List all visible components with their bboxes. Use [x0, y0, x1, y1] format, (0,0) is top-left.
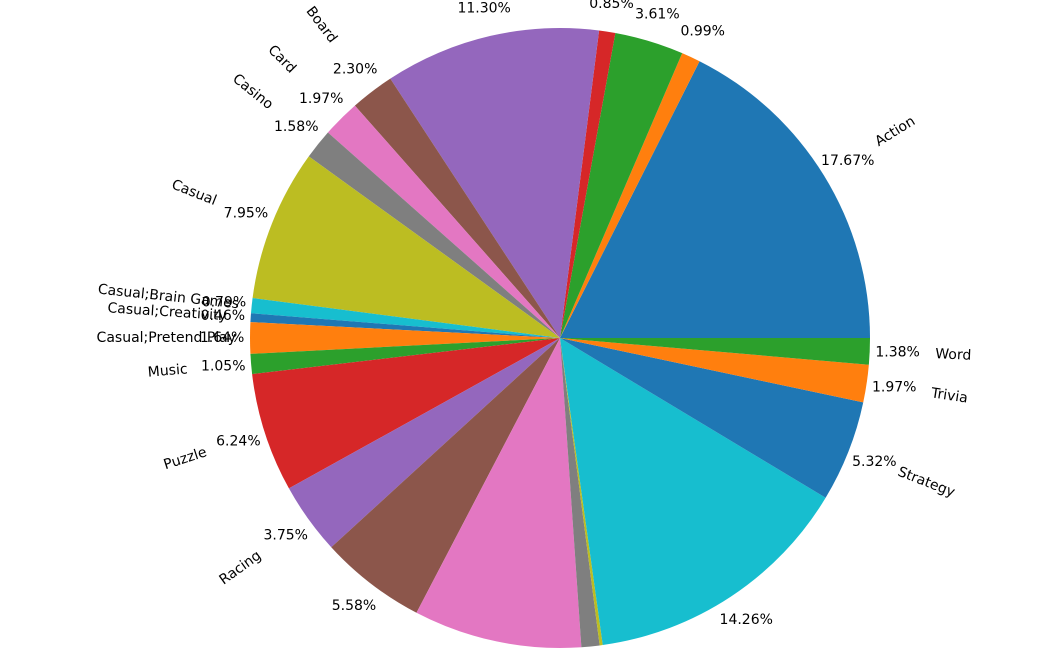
- pie-slice: [288, 338, 560, 548]
- pie-category-label: Word: [935, 346, 972, 364]
- pie-slice: [560, 338, 603, 646]
- pie-category-label: Music: [147, 361, 188, 380]
- pie-category-label: Casual;Pretend Play: [97, 330, 236, 346]
- pie-percent-label: 5.58%: [332, 598, 376, 614]
- pie-category-label: Card: [265, 42, 299, 76]
- pie-percent-label: 5.32%: [852, 454, 896, 470]
- pie-slice: [416, 338, 582, 648]
- pie-slice: [560, 338, 864, 498]
- pie-percent-label: 0.99%: [680, 24, 724, 40]
- pie-slice: [560, 338, 826, 646]
- pie-slice: [390, 28, 600, 339]
- pie-slice: [331, 338, 560, 613]
- pie-slice: [327, 105, 560, 338]
- pie-percent-label: 0.46%: [201, 308, 245, 324]
- pie-category-label: Casual: [169, 177, 219, 209]
- pie-category-label: Casual;Creativity: [107, 300, 227, 324]
- pie-percent-label: 0.79%: [202, 295, 246, 311]
- pie-category-label: Casino: [229, 71, 276, 113]
- pie-percent-label: 1.97%: [872, 380, 916, 396]
- pie-slice: [308, 132, 560, 338]
- pie-slice: [560, 30, 616, 338]
- pie-percent-label: 1.97%: [299, 91, 343, 107]
- pie-percent-label: 1.64%: [200, 330, 244, 346]
- pie-slice: [560, 53, 700, 339]
- pie-slice: [560, 32, 683, 339]
- pie-percent-label: 3.61%: [635, 6, 679, 22]
- pie-percent-label: 7.95%: [224, 205, 268, 221]
- pie-percent-label: 11.30%: [457, 1, 510, 17]
- pie-slice: [252, 156, 560, 338]
- pie-percent-label: 2.30%: [333, 61, 377, 77]
- pie-category-label: Board: [303, 4, 341, 46]
- pie-slice: [560, 61, 871, 339]
- pie-category-label: Puzzle: [162, 444, 209, 473]
- pie-category-label: Trivia: [929, 385, 969, 406]
- pie-slices: [250, 28, 871, 648]
- pie-slice: [250, 298, 560, 338]
- pie-category-label: Action: [872, 113, 918, 150]
- pie-percent-label: 3.75%: [263, 527, 307, 543]
- pie-category-label: Strategy: [895, 464, 957, 501]
- pie-slice: [250, 338, 561, 375]
- pie-percent-label: 14.26%: [720, 612, 773, 628]
- pie-percent-label: 6.24%: [216, 434, 260, 450]
- pie-percent-label: 1.58%: [274, 119, 318, 135]
- pie-slice: [560, 338, 870, 365]
- pie-percent-label: 0.85%: [589, 0, 633, 12]
- pie-slice: [252, 338, 560, 489]
- pie-slice: [250, 313, 561, 338]
- pie-slice: [560, 338, 600, 648]
- pie-slice: [354, 78, 560, 338]
- pie-percent-label: 1.05%: [201, 358, 245, 374]
- pie-category-label: Racing: [217, 548, 265, 589]
- pie-slice: [560, 338, 869, 403]
- pie-percent-label: 17.67%: [821, 153, 874, 169]
- pie-slice: [250, 322, 561, 354]
- pie-percent-label: 1.38%: [875, 345, 919, 361]
